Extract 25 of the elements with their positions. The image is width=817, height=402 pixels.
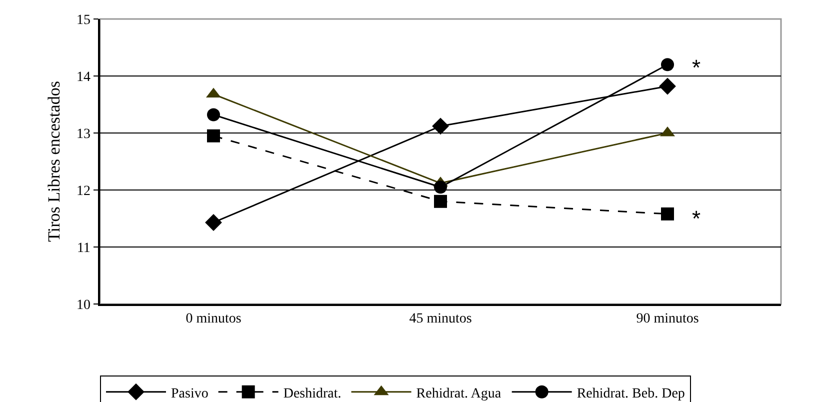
y-tick-label: 11 [76, 240, 90, 256]
legend-label: Deshidrat. [283, 386, 342, 402]
y-tick-label: 12 [76, 184, 90, 199]
point [205, 214, 222, 231]
point [207, 108, 220, 122]
point [207, 129, 220, 142]
y-tick-label: 13 [76, 126, 90, 142]
point [659, 78, 676, 95]
x-tick-label: 0 minutos [186, 312, 242, 327]
point [661, 207, 674, 220]
x-tick-label: 45 minutos [409, 312, 472, 327]
point [432, 118, 449, 135]
x-tick-label: 90 minutos [636, 312, 699, 327]
y-tick-label: 14 [76, 70, 90, 85]
legend-label: Rehidrat. Beb. Dep [576, 386, 685, 402]
annotation: * [692, 55, 701, 80]
y-tick-label: 15 [76, 12, 90, 28]
point [661, 58, 674, 72]
legend-label: Pasivo [171, 386, 208, 402]
annotation: * [692, 206, 701, 231]
point [434, 194, 447, 208]
point [434, 180, 447, 194]
y-axis-title: Tiros Libres encestados [44, 81, 64, 242]
legend-label: Rehidrat. Agua [416, 386, 502, 402]
y-tick-label: 10 [76, 298, 90, 313]
